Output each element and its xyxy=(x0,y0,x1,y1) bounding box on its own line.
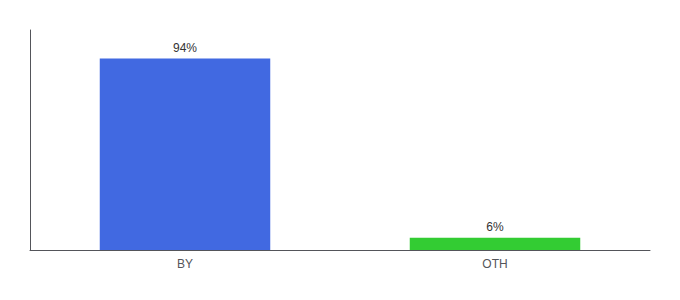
svg-text:OTH: OTH xyxy=(482,257,507,271)
svg-text:6%: 6% xyxy=(486,220,504,234)
svg-text:94%: 94% xyxy=(173,41,197,55)
svg-text:BY: BY xyxy=(177,257,193,271)
